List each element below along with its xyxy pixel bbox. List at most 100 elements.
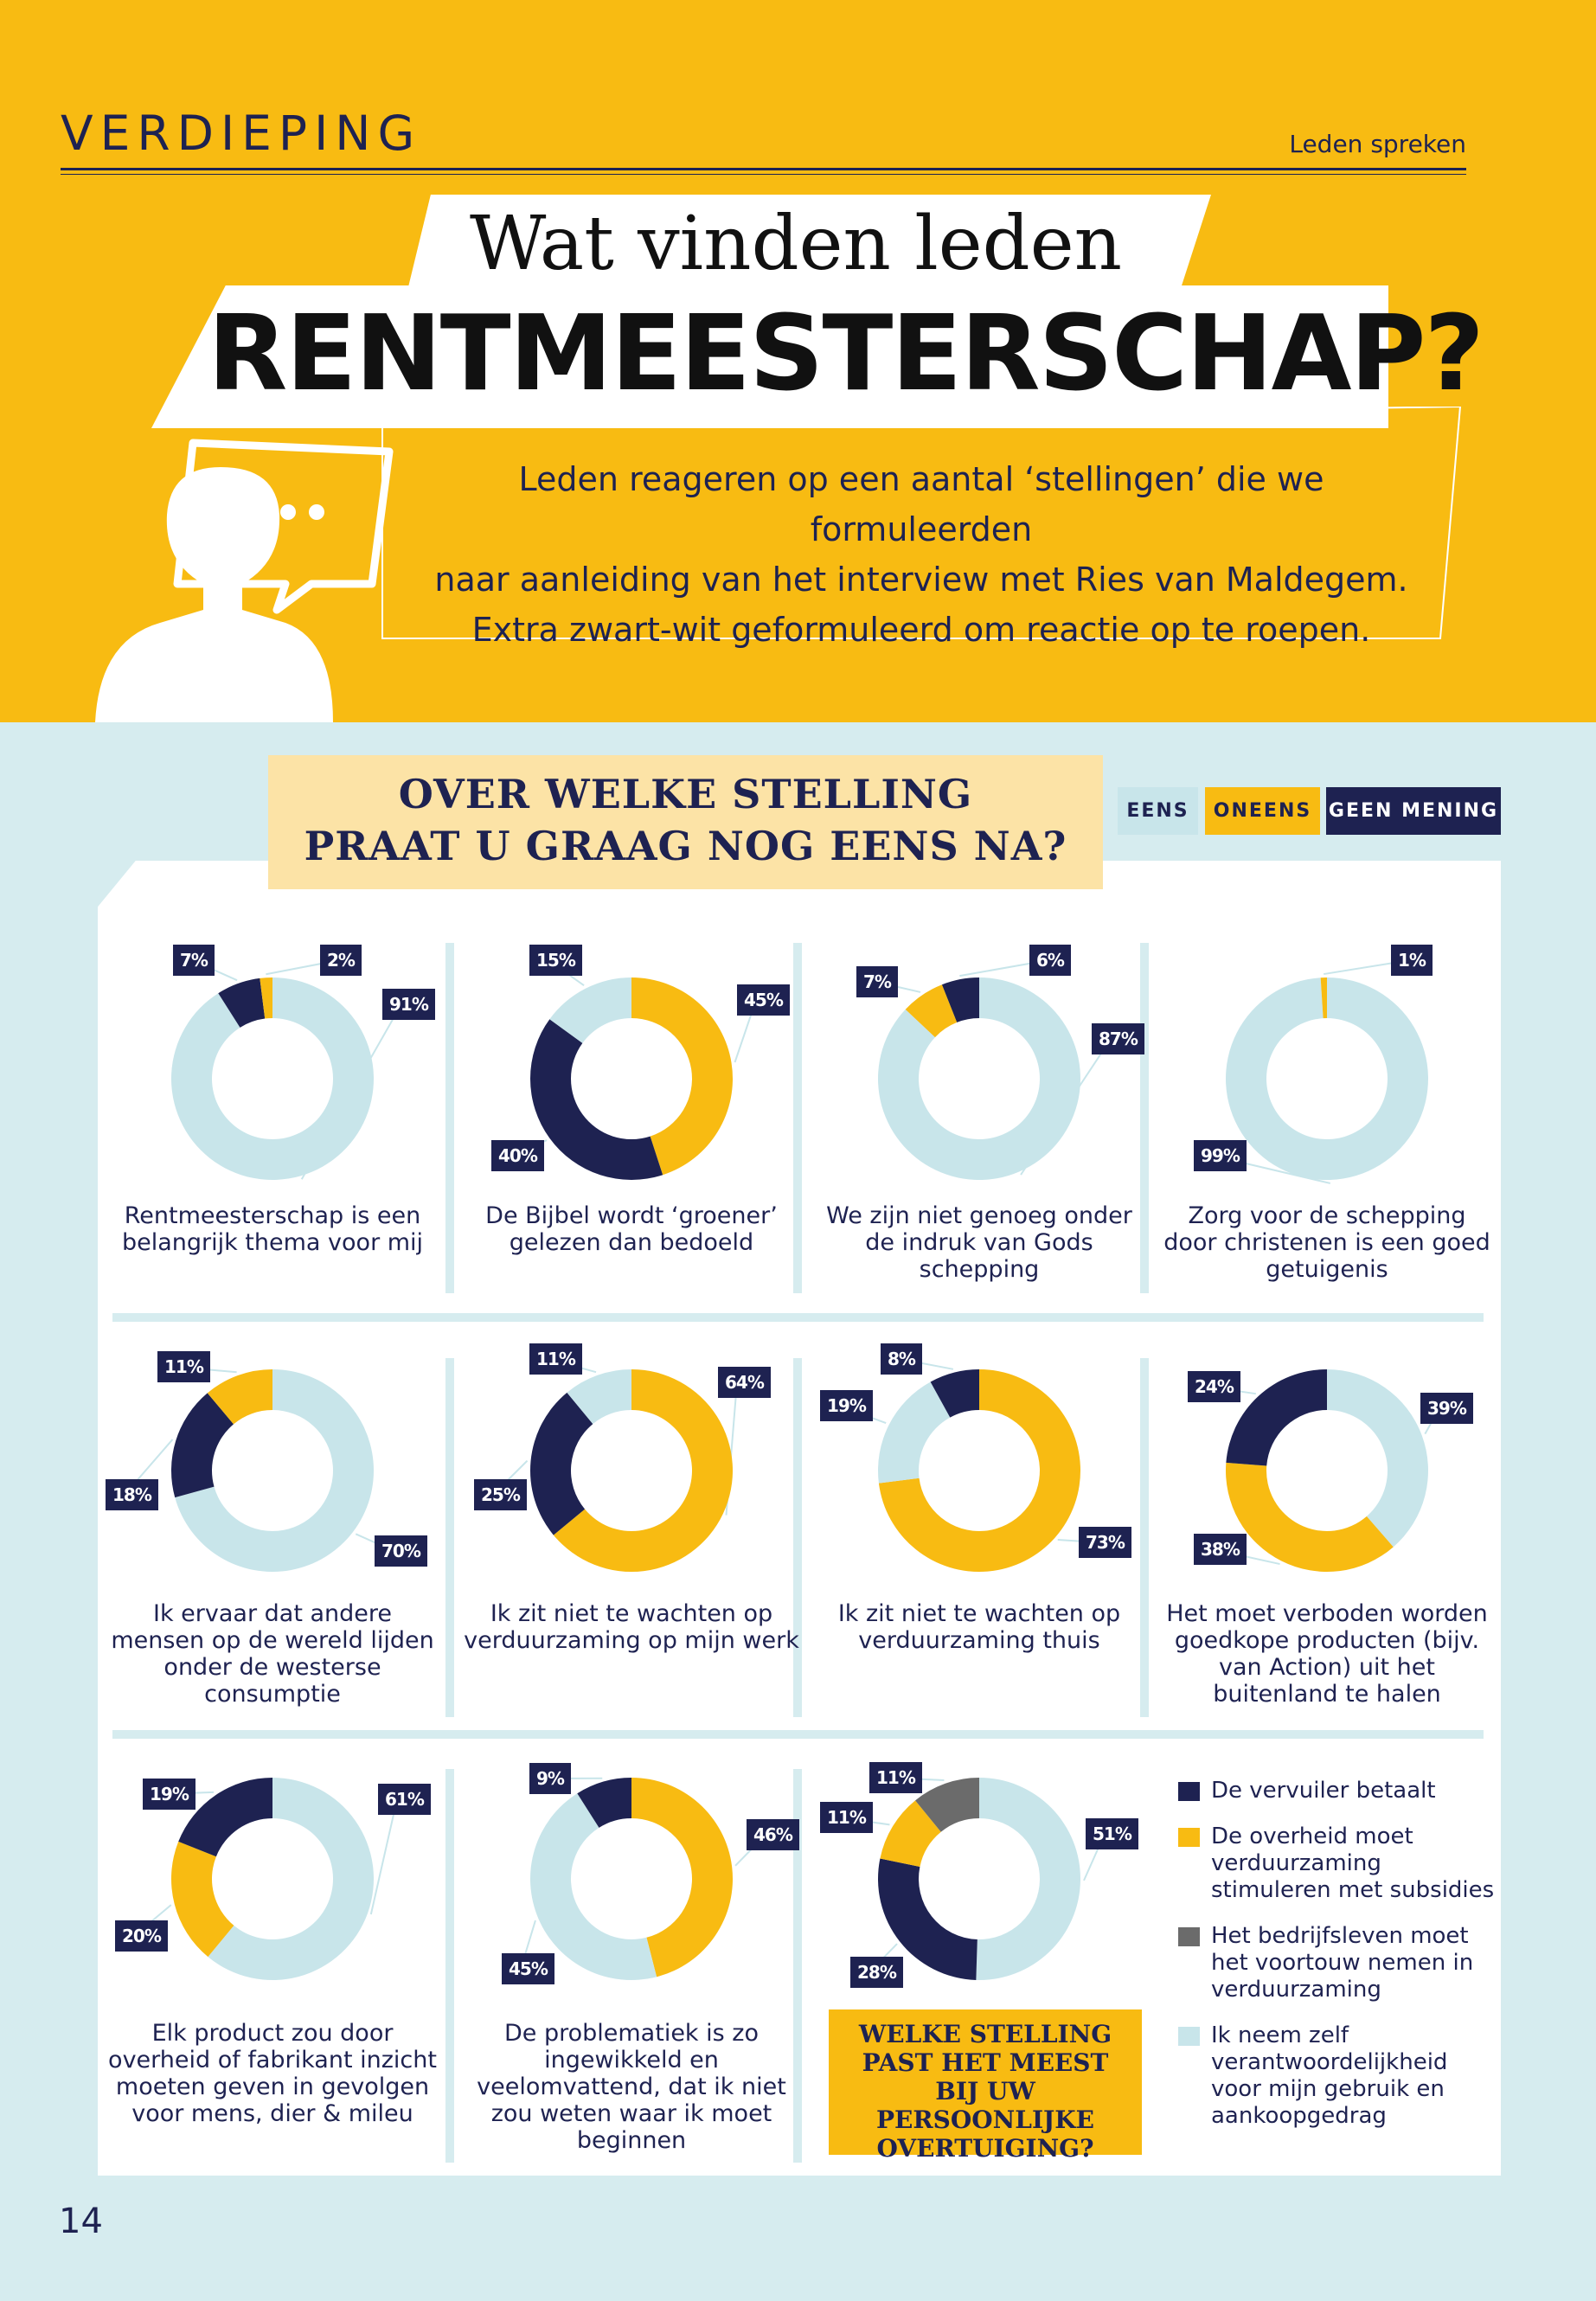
slice-value-label: 11%	[529, 1343, 582, 1375]
col-separator	[793, 943, 802, 1293]
donut-slice-oneens	[631, 1778, 733, 1977]
donut-slice-eens	[567, 1369, 631, 1425]
question2-line: WELKE STELLING	[858, 2020, 1112, 2048]
intro-line: Leden reageren op een aantal ‘stellingen…	[518, 460, 1324, 548]
section-sublabel: Leden spreken	[1289, 130, 1466, 158]
legend-item: Het bedrijfsleven moet het voortouw neme…	[1178, 1923, 1498, 2003]
slice-value-label: 39%	[1420, 1393, 1473, 1424]
badge-geen-mening: GEEN MENING	[1326, 787, 1501, 835]
chart-caption: Het moet verboden worden goedkope produc…	[1166, 1600, 1488, 1708]
legend-label: Ik neem zelf verantwoordelijkheid voor m…	[1211, 2022, 1448, 2129]
chart-caption: Rentmeesterschap is een belangrijk thema…	[121, 1202, 424, 1256]
slice-value-label: 45%	[737, 984, 790, 1016]
donut-slice-eens	[878, 977, 1081, 1180]
question2-line: BIJ UW PERSOONLIJKE	[876, 2077, 1094, 2134]
badge-eens: EENS	[1118, 787, 1198, 835]
donut-slice-oneens	[1320, 977, 1327, 1019]
chart-caption: Ik zit niet te wachten op verduurzaming …	[464, 1600, 799, 1654]
col-separator	[445, 1358, 454, 1717]
donut-slice-eens	[530, 1793, 657, 1980]
slice-value-label: 11%	[157, 1351, 210, 1382]
slice-value-label: 24%	[1188, 1371, 1240, 1402]
page-number: 14	[59, 2202, 103, 2241]
col-separator	[793, 1769, 802, 2163]
question2-line: PAST HET MEEST	[862, 2048, 1109, 2077]
slice-value-label: 38%	[1194, 1534, 1247, 1565]
donut-slice-eens	[1327, 1369, 1429, 1548]
donut-slice-geen	[530, 1019, 663, 1180]
donut-slice-geen	[878, 1858, 977, 1980]
title-box-top	[407, 195, 1211, 294]
legend-swatch	[1178, 1782, 1200, 1801]
donut-slice-eens	[549, 977, 631, 1043]
slice-value-label: 20%	[115, 1920, 168, 1952]
slice-value-label: 15%	[529, 945, 582, 976]
chart-caption: We zijn niet genoeg onder de indruk van …	[826, 1202, 1132, 1283]
intro-text: Leden reageren op een aantal ‘stellingen…	[407, 454, 1436, 655]
slice-value-label: 18%	[106, 1479, 158, 1510]
donut-slice-geen	[218, 977, 266, 1028]
intro-line: Extra zwart-wit geformuleerd om reactie …	[471, 611, 1371, 649]
donut-slice-oneens	[260, 977, 272, 1019]
question2-heading: WELKE STELLING PAST HET MEEST BIJ UW PER…	[829, 2020, 1142, 2163]
donut-slice-eens	[208, 1778, 374, 1981]
slice-value-label: 7%	[856, 966, 898, 997]
slice-value-label: 45%	[502, 1953, 554, 1984]
legend-label: De vervuiler betaalt	[1211, 1778, 1436, 1804]
chart-caption: Zorg voor de schepping door christenen i…	[1163, 1202, 1490, 1283]
slice-value-label: 1%	[1391, 945, 1433, 976]
legend-label: Het bedrijfsleven moet het voortouw neme…	[1211, 1923, 1474, 2003]
slice-value-label: 64%	[718, 1367, 771, 1398]
chart-caption: De Bijbel wordt ‘groener’ gelezen dan be…	[485, 1202, 778, 1256]
donut-slice-oneens	[1226, 1462, 1394, 1573]
row-separator	[112, 1730, 1484, 1739]
slice-value-label: 2%	[320, 945, 362, 976]
donut-slice-geen	[171, 1393, 234, 1498]
donut-slice-eens	[976, 1778, 1081, 1981]
question2-box	[829, 2009, 1142, 2155]
slice-value-label: 70%	[375, 1535, 427, 1567]
slice-value-label: 19%	[820, 1390, 873, 1421]
slice-value-label: 91%	[382, 989, 435, 1020]
legend-swatch	[1178, 1828, 1200, 1847]
donut-slice-oneens	[880, 1800, 941, 1867]
donut-slice-geen	[930, 1369, 979, 1418]
donut-slice-geen	[941, 977, 979, 1022]
slice-value-label: 9%	[529, 1763, 571, 1794]
title-box-bottom	[151, 285, 1388, 428]
slice-value-label: 61%	[378, 1784, 431, 1815]
slice-value-label: 11%	[820, 1802, 873, 1833]
question-heading: OVER WELKE STELLING PRAAT U GRAAG NOG EE…	[268, 768, 1103, 872]
chart-caption: Ik ervaar dat andere mensen op de wereld…	[111, 1600, 434, 1708]
page-title-line2: RENTMEESTERSCHAP?	[208, 294, 1484, 414]
slice-value-label: 46%	[747, 1819, 799, 1850]
donut-slice-geen	[577, 1778, 631, 1828]
legend-item: De overheid moet verduurzaming stimulere…	[1178, 1823, 1498, 1904]
intro-frame	[381, 407, 1462, 639]
donut-slice-oneens	[631, 977, 733, 1176]
slice-value-label: 51%	[1086, 1818, 1138, 1849]
col-separator	[793, 1358, 802, 1717]
donut-slice-oneens	[553, 1369, 733, 1572]
row-separator	[112, 1313, 1484, 1322]
donut-slice-oneens	[170, 1841, 234, 1958]
donut-slice-eens	[1226, 977, 1428, 1181]
slice-value-label: 7%	[173, 945, 215, 976]
chart-caption: De problematiek is zo ingewikkeld en vee…	[477, 2020, 786, 2154]
donut-slice-eens	[175, 1369, 374, 1572]
question-line: OVER WELKE STELLING	[398, 771, 973, 817]
slice-value-label: 6%	[1029, 945, 1071, 976]
legend-item: De vervuiler betaalt	[1178, 1778, 1498, 1804]
question-box	[268, 755, 1103, 889]
donut-slice-geen	[178, 1778, 272, 1857]
chart-caption: Elk product zou door overheid of fabrika…	[108, 2020, 437, 2127]
slice-value-label: 40%	[491, 1140, 544, 1171]
badge-oneens: ONEENS	[1205, 787, 1320, 835]
donut-slice-geen	[1226, 1369, 1327, 1466]
slice-value-label: 99%	[1194, 1140, 1247, 1171]
slice-value-label: 19%	[143, 1779, 195, 1810]
col-separator	[1140, 1358, 1149, 1717]
donut-slice-eens	[171, 977, 375, 1180]
legend-swatch	[1178, 2027, 1200, 2046]
